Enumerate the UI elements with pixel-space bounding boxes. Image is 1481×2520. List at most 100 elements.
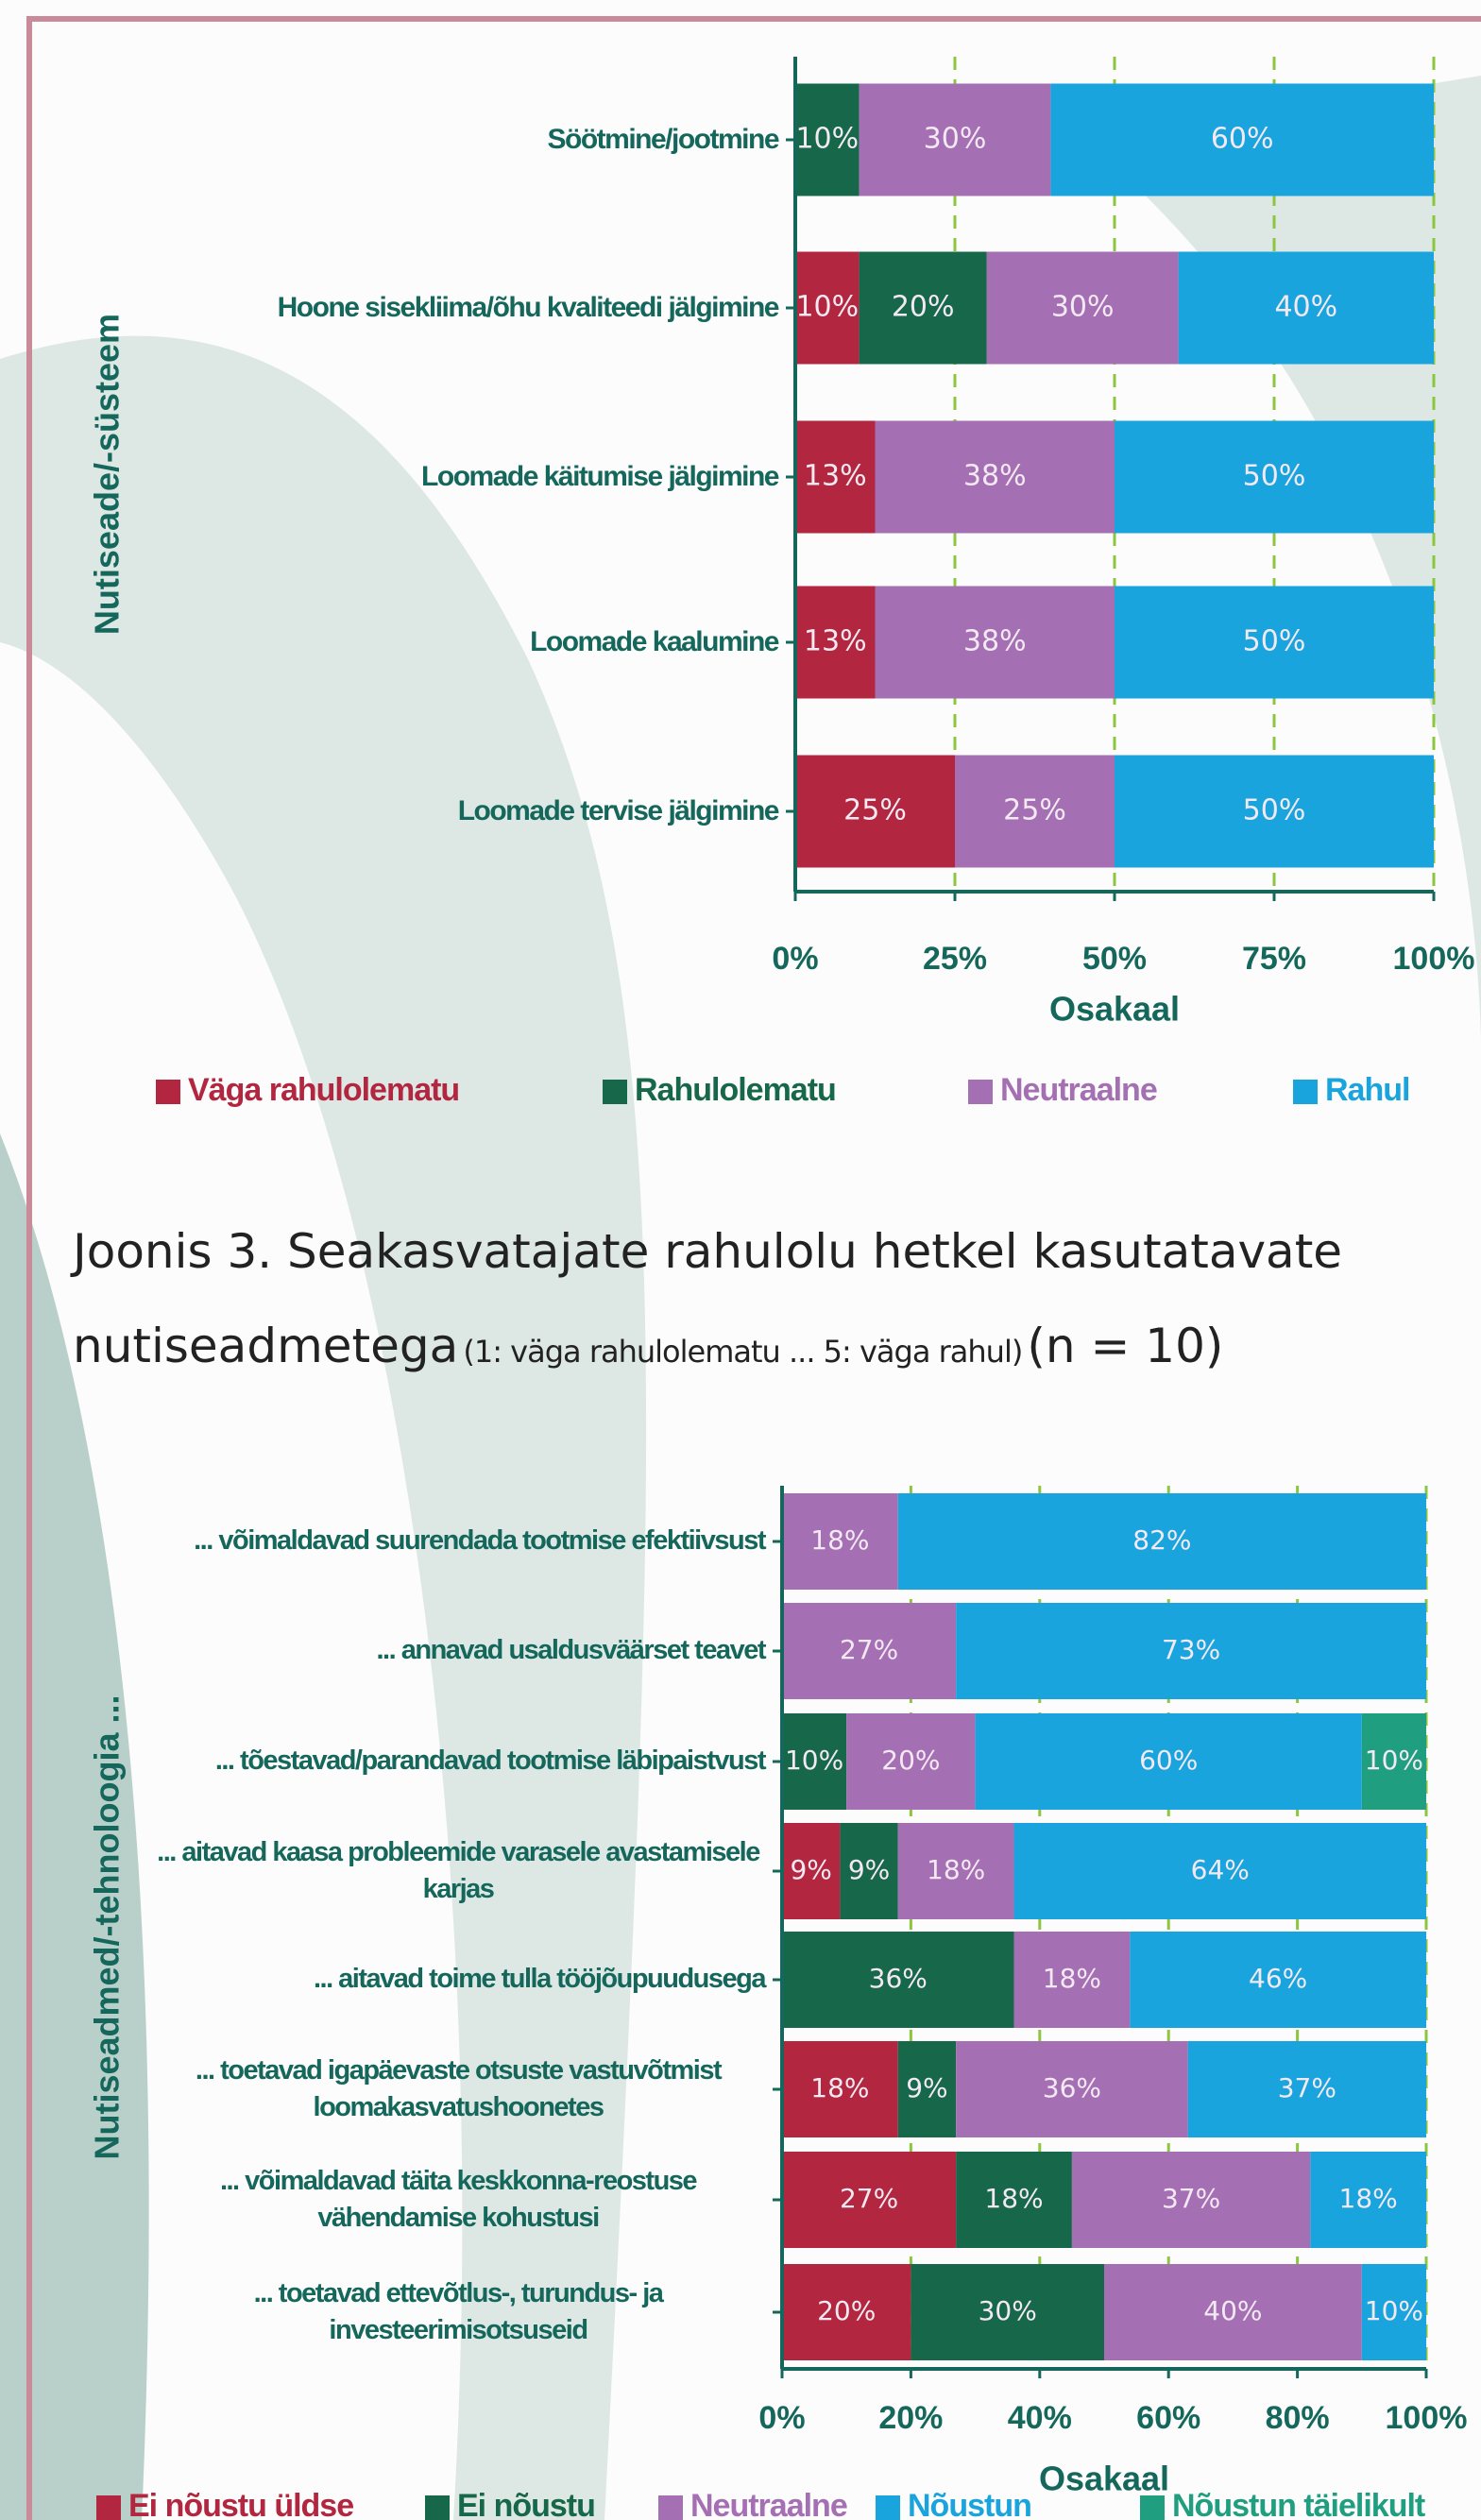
- value-label: 36%: [1043, 2072, 1101, 2103]
- value-label: 30%: [1051, 291, 1115, 324]
- category-label-box: ... toetavad igapäevaste otsuste vastuvõ…: [151, 2033, 765, 2146]
- category-label: ... võimaldavad suurendada tootmise efek…: [194, 1523, 765, 1559]
- category-label-box: ... toetavad ettevõtlus-, turundus- ja i…: [151, 2256, 765, 2369]
- legend-swatch: [968, 1080, 993, 1104]
- x-tick-label: 100%: [1386, 2400, 1468, 2436]
- category-label: ... võimaldavad täita keskkonna-reostuse…: [151, 2163, 765, 2237]
- value-label: 10%: [795, 123, 859, 156]
- value-label: 25%: [843, 794, 907, 827]
- x-tick-label: 75%: [1242, 941, 1306, 977]
- value-label: 50%: [1243, 794, 1306, 827]
- value-label: 13%: [804, 625, 867, 658]
- value-label: 73%: [1162, 1634, 1220, 1665]
- category-label: Loomade käitumise jälgimine: [421, 458, 778, 497]
- category-label-box: Söötmine/jootmine: [98, 83, 778, 196]
- legend-swatch: [156, 1080, 180, 1104]
- value-label: 9%: [848, 1854, 890, 1885]
- category-label: Loomade tervise jälgimine: [458, 792, 778, 831]
- value-label: 18%: [927, 1854, 985, 1885]
- category-label-box: Loomade kaalumine: [98, 586, 778, 699]
- category-label-box: Hoone sisekliima/õhu kvaliteedi jälgimin…: [98, 251, 778, 365]
- value-label: 25%: [1003, 794, 1066, 827]
- category-label: Hoone sisekliima/õhu kvaliteedi jälgimin…: [278, 289, 778, 328]
- value-label: 18%: [810, 2072, 869, 2103]
- value-label: 30%: [979, 2295, 1037, 2326]
- category-label: Loomade kaalumine: [530, 623, 778, 662]
- value-label: 10%: [1365, 2295, 1423, 2326]
- legend-label: Väga rahulolematu: [188, 1072, 459, 1108]
- value-label: 60%: [1211, 123, 1274, 156]
- category-label-box: ... võimaldavad täita keskkonna-reostuse…: [151, 2143, 765, 2256]
- value-label: 10%: [785, 1745, 843, 1776]
- x-tick-label: 40%: [1008, 2400, 1072, 2436]
- value-label: 30%: [924, 123, 987, 156]
- value-label: 60%: [1139, 1745, 1198, 1776]
- value-label: 36%: [869, 1963, 928, 1994]
- category-label: ... aitavad toime tulla tööjõupuudusega: [314, 1961, 765, 1998]
- category-label: Söötmine/jootmine: [548, 121, 779, 160]
- category-label: ... toetavad ettevõtlus-, turundus- ja i…: [151, 2275, 765, 2349]
- category-label-box: ... aitavad toime tulla tööjõupuudusega: [151, 1923, 765, 2036]
- category-label: ... aitavad kaasa probleemide varasele a…: [151, 1834, 765, 1908]
- caption-line: Joonis 3. Seakasvatajate rahulolu hetkel…: [73, 1224, 1342, 1279]
- value-label: 9%: [906, 2072, 947, 2103]
- legend-swatch: [425, 2495, 450, 2520]
- value-label: 13%: [804, 460, 867, 493]
- category-label-box: ... tõestavad/parandavad tootmise läbipa…: [151, 1705, 765, 1818]
- value-label: 37%: [1278, 2072, 1336, 2103]
- x-tick-label: 0%: [772, 941, 818, 977]
- caption-line: nutiseadmetega (1: väga rahulolematu ...…: [73, 1319, 1223, 1373]
- legend-swatch: [876, 2495, 900, 2520]
- legend-swatch: [1293, 1080, 1318, 1104]
- value-label: 40%: [1203, 2295, 1262, 2326]
- legend-label: Ei nõustu: [457, 2488, 595, 2520]
- legend-swatch: [603, 1080, 627, 1104]
- x-axis-title: Osakaal: [1039, 2460, 1169, 2498]
- legend-swatch: [1140, 2495, 1165, 2520]
- legend-label: Nõustun: [908, 2488, 1031, 2520]
- caption-text: nutiseadmetega: [73, 1319, 458, 1373]
- legend-label: Rahul: [1325, 1072, 1409, 1108]
- value-label: 27%: [840, 1634, 898, 1665]
- value-label: 18%: [810, 1524, 869, 1556]
- value-label: 46%: [1249, 1963, 1307, 1994]
- value-label: 82%: [1132, 1524, 1191, 1556]
- x-tick-label: 0%: [758, 2400, 805, 2436]
- x-tick-label: 80%: [1266, 2400, 1330, 2436]
- value-label: 20%: [881, 1745, 940, 1776]
- caption-note: (1: väga rahulolematu ... 5: väga rahul): [463, 1334, 1022, 1370]
- value-label: 37%: [1162, 2183, 1220, 2214]
- category-label-box: ... annavad usaldusväärset teavet: [151, 1594, 765, 1708]
- page: 0% 25% 50% 75% 100% 10% 13% 13% 25% 10% 20% 30% 30% 3…: [0, 0, 1481, 2520]
- category-label-box: Loomade tervise jälgimine: [98, 755, 778, 868]
- value-label: 18%: [1339, 2183, 1398, 2214]
- value-label: 27%: [840, 2183, 898, 2214]
- x-tick-label: 50%: [1082, 941, 1147, 977]
- value-label: 50%: [1243, 460, 1306, 493]
- value-label: 18%: [984, 2183, 1043, 2214]
- caption-n: (n = 10): [1027, 1319, 1223, 1373]
- value-label: 10%: [1365, 1745, 1423, 1776]
- legend-label: Rahulolematu: [635, 1072, 836, 1108]
- category-label: ... tõestavad/parandavad tootmise läbipa…: [215, 1743, 765, 1779]
- legend-label: Nõustun täielikult: [1172, 2488, 1425, 2520]
- x-tick-label: 100%: [1393, 941, 1475, 977]
- category-label-box: ... aitavad kaasa probleemide varasele a…: [151, 1814, 765, 1928]
- legend-label: Neutraalne: [1000, 1072, 1157, 1108]
- value-label: 20%: [817, 2295, 876, 2326]
- category-label-box: Loomade käitumise jälgimine: [98, 420, 778, 534]
- value-label: 18%: [1043, 1963, 1101, 1994]
- value-label: 50%: [1243, 625, 1306, 658]
- x-axis-title: Osakaal: [1049, 990, 1180, 1029]
- category-label: ... annavad usaldusväärset teavet: [377, 1632, 766, 1669]
- value-label: 20%: [892, 291, 955, 324]
- value-label: 9%: [790, 1854, 831, 1885]
- x-tick-label: 20%: [878, 2400, 943, 2436]
- category-label-box: ... võimaldavad suurendada tootmise efek…: [151, 1485, 765, 1598]
- legend-swatch: [96, 2495, 121, 2520]
- x-tick-label: 60%: [1136, 2400, 1200, 2436]
- value-label: 38%: [963, 625, 1027, 658]
- legend-swatch: [658, 2495, 683, 2520]
- value-label: 40%: [1274, 291, 1337, 324]
- category-label: ... toetavad igapäevaste otsuste vastuvõ…: [151, 2052, 765, 2126]
